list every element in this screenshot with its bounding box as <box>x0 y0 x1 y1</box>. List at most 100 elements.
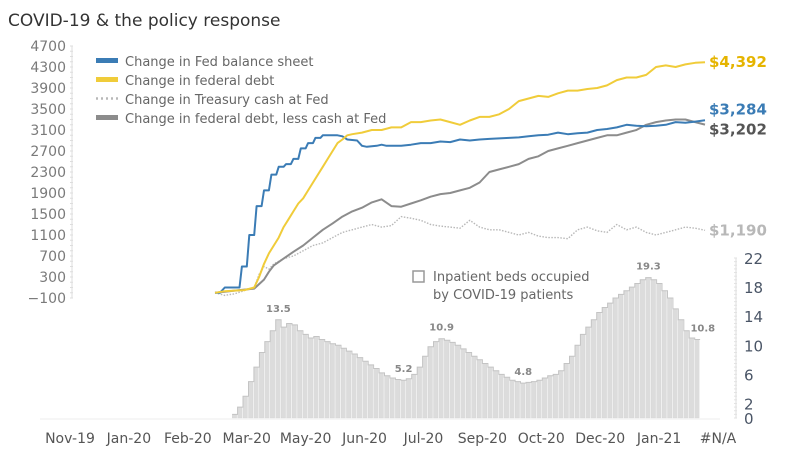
bar <box>416 366 422 419</box>
x-tick-label: Mar-20 <box>223 431 271 447</box>
bar <box>253 366 259 419</box>
left-tick-label: 2700 <box>30 144 66 160</box>
bar <box>667 297 673 419</box>
left-tick-label: 3500 <box>30 102 66 118</box>
bar-series <box>231 277 701 419</box>
right-tick-label: 2 <box>744 395 754 413</box>
line-series <box>214 61 706 297</box>
left-y-axis: 4700 4300 3900 3500 3100 2700 2300 1900 1500 1100… <box>28 39 73 307</box>
bar <box>357 357 362 419</box>
bar <box>346 350 352 419</box>
x-tick-label: Oct-20 <box>518 431 565 447</box>
right-tick-label: 10 <box>744 337 763 355</box>
legend-label-federal-debt: Change in federal debt <box>125 74 274 89</box>
legend: Change in Fed balance sheet Change in fe… <box>96 55 589 303</box>
right-tick-label: 0 <box>744 410 754 428</box>
x-tick-label: Jul-20 <box>403 431 444 447</box>
bar <box>351 353 357 419</box>
end-label-change-in-fed-balance-sheet: $3,284 <box>709 100 767 118</box>
bar <box>384 375 390 419</box>
bar <box>689 337 694 419</box>
bar <box>237 406 243 419</box>
bar <box>487 366 493 419</box>
x-tick-label: Jan-20 <box>106 431 151 447</box>
chart-title: COVID-19 & the policy response <box>8 11 280 31</box>
bar <box>313 336 319 419</box>
legend-label-inpatient-beds-line2: by COVID-19 patients <box>433 288 574 303</box>
bar <box>433 341 439 419</box>
series-line-change-in-federal-debt-less-cash-at-fed <box>214 118 706 294</box>
bar <box>563 363 569 419</box>
end-labels: $3,284 $4,392 $1,190 $3,202 <box>709 53 767 239</box>
right-tick-label: 22 <box>744 250 763 268</box>
legend-label-debt-less-cash: Change in federal debt, less cash at Fed <box>125 112 386 127</box>
bar <box>678 319 683 419</box>
bar-annotation: 4.8 <box>514 367 532 378</box>
bar <box>438 338 444 419</box>
bar <box>536 380 542 419</box>
bar <box>596 312 602 419</box>
bar <box>444 340 449 419</box>
bar <box>602 307 607 419</box>
bar <box>291 324 297 419</box>
bar <box>248 381 254 419</box>
bar <box>558 370 564 419</box>
bar-annotation: 19.3 <box>636 262 661 273</box>
bar <box>471 356 477 419</box>
right-y-axis: 22 18 14 10 6 20 <box>734 250 763 428</box>
left-tick-label: 1500 <box>30 207 66 223</box>
bar <box>694 339 700 419</box>
legend-swatch-inpatient-beds <box>412 270 425 283</box>
end-label-change-in-federal-debt: $4,392 <box>709 53 767 71</box>
bar-annotation: 10.9 <box>429 323 454 334</box>
bar <box>378 372 384 419</box>
x-tick-label: Jun-20 <box>341 431 387 447</box>
end-label-change-in-federal-debt-less-cash-at-fed: $3,202 <box>709 121 767 139</box>
bar-annotations: 13.5 5.2 10.9 4.8 19.3 10.8 <box>266 262 715 378</box>
bar <box>465 352 471 419</box>
bar <box>542 377 547 419</box>
bar <box>607 302 613 419</box>
left-tick-label: 4700 <box>30 39 66 55</box>
x-tick-label: Dec-20 <box>575 431 625 447</box>
left-tick-label: 300 <box>39 270 66 286</box>
bar <box>264 341 270 419</box>
bar <box>286 323 292 419</box>
bar <box>504 377 509 419</box>
bar <box>259 352 264 419</box>
legend-swatch-debt-less-cash <box>96 115 118 120</box>
bar <box>634 283 640 419</box>
left-tick-label: −100 <box>28 291 66 307</box>
bar <box>242 396 248 419</box>
bar <box>455 345 460 419</box>
bar <box>340 348 346 419</box>
bar <box>275 319 281 419</box>
bar <box>411 374 417 419</box>
left-tick-label: 4300 <box>30 60 66 76</box>
legend-label-treasury-cash: Change in Treasury cash at Fed <box>125 93 329 108</box>
bar <box>509 380 515 419</box>
bar <box>618 294 624 419</box>
bar <box>569 356 575 419</box>
bar <box>280 326 286 419</box>
bar <box>580 334 586 419</box>
bar <box>585 326 591 419</box>
bar <box>302 334 308 419</box>
bar <box>574 345 580 419</box>
bar <box>308 337 313 419</box>
bar <box>329 343 335 419</box>
bar <box>476 359 482 419</box>
x-tick-label: #N/A <box>700 431 737 447</box>
right-tick-label: 18 <box>744 279 763 297</box>
bar <box>520 382 526 419</box>
bar <box>547 375 553 419</box>
left-tick-label: 3900 <box>30 81 66 97</box>
legend-swatch-federal-debt <box>96 77 118 82</box>
bar <box>672 308 678 419</box>
bar <box>449 342 455 419</box>
bar <box>319 339 324 419</box>
left-tick-label: 700 <box>39 249 66 265</box>
legend-label-fed-balance-sheet: Change in Fed balance sheet <box>125 55 313 70</box>
bar-annotation: 5.2 <box>395 364 413 375</box>
